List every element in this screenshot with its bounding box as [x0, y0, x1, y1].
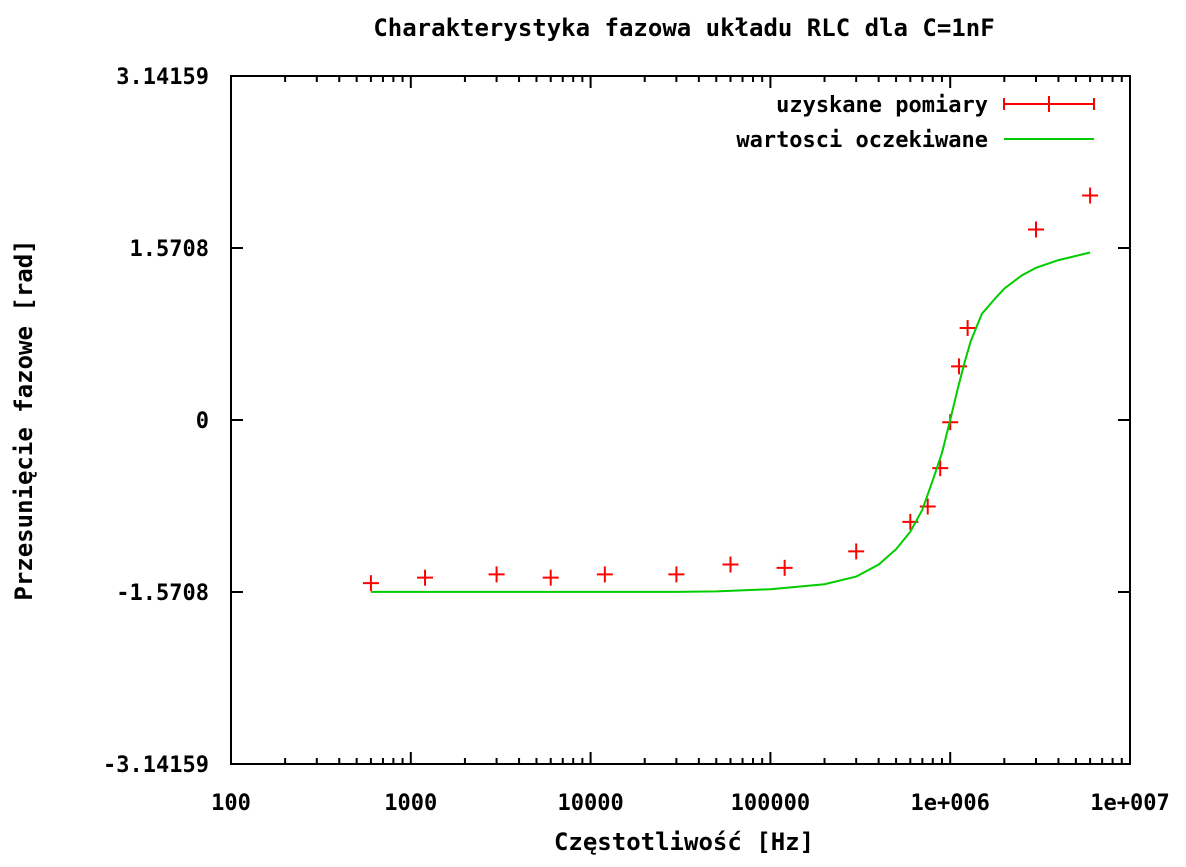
x-tick-label: 100000 — [731, 791, 810, 816]
y-tick-label: 1.5708 — [130, 237, 209, 262]
data-point — [1082, 187, 1099, 204]
data-point — [959, 320, 976, 337]
data-point — [932, 460, 949, 477]
data-point — [362, 575, 379, 592]
legend-label: uzyskane pomiary — [776, 93, 988, 118]
x-tick-label: 100 — [211, 791, 251, 816]
legend: uzyskane pomiary wartosci oczekiwane — [736, 93, 1095, 153]
x-tick-label: 10000 — [557, 791, 623, 816]
data-point — [596, 566, 613, 583]
x-tick-label: 1e+007 — [1090, 791, 1169, 816]
data-point — [668, 566, 685, 583]
data-point — [776, 559, 793, 576]
y-tick-label: 0 — [196, 409, 209, 434]
data-point — [722, 556, 739, 573]
y-axis-label: Przesunięcie fazowe [rad] — [10, 239, 38, 600]
data-point — [1027, 221, 1044, 238]
x-tick-label: 1000 — [384, 791, 437, 816]
data-point — [542, 569, 559, 586]
legend-label: wartosci oczekiwane — [736, 128, 988, 153]
y-tick-label: -3.14159 — [103, 753, 209, 778]
y-tick-label: -1.5708 — [116, 581, 209, 606]
data-point — [919, 498, 936, 515]
y-tick-label: 3.14159 — [116, 65, 209, 90]
data-point — [488, 566, 505, 583]
data-point — [417, 569, 434, 586]
chart-title: Charakterystyka fazowa układu RLC dla C=… — [373, 14, 994, 42]
x-tick-label: 1e+006 — [910, 791, 989, 816]
series-line-expected — [370, 251, 1091, 593]
data-point — [848, 543, 865, 560]
x-axis-label: Częstotliwość [Hz] — [554, 828, 814, 856]
plot-area: 100 1000 10000 100000 1e+006 1e+007 -3.14159 -1… — [103, 65, 1170, 816]
